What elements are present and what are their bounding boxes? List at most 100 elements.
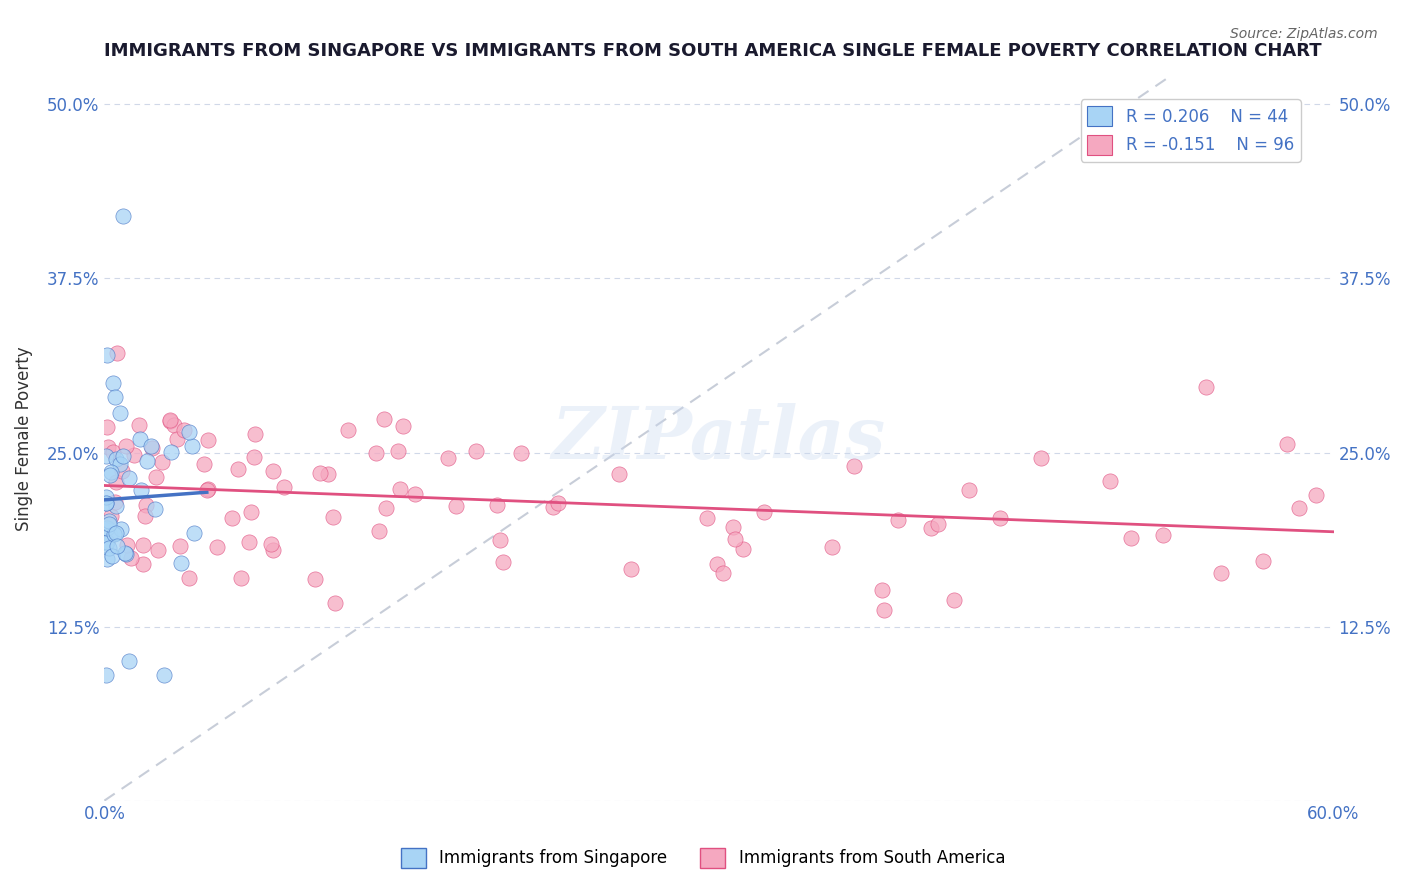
Point — [104, 390, 127, 404]
Point — [231, 571, 253, 585]
Point — [104, 452, 127, 467]
Point — [128, 418, 150, 433]
Point — [132, 557, 155, 571]
Point — [103, 526, 125, 541]
Point — [183, 526, 205, 541]
Point — [920, 520, 942, 534]
Point — [273, 480, 295, 494]
Point — [114, 439, 136, 453]
Point — [1288, 500, 1310, 515]
Point — [143, 502, 166, 516]
Point — [150, 455, 173, 469]
Point — [96, 449, 118, 463]
Point — [115, 538, 138, 552]
Point — [96, 496, 118, 510]
Point — [844, 458, 866, 473]
Point — [105, 525, 128, 540]
Point — [101, 549, 124, 563]
Point — [145, 469, 167, 483]
Point — [619, 562, 641, 576]
Point — [96, 521, 118, 535]
Point — [105, 475, 128, 490]
Point — [163, 417, 186, 432]
Point — [98, 467, 121, 482]
Point — [696, 510, 718, 524]
Point — [541, 500, 564, 515]
Point — [238, 535, 260, 549]
Point — [104, 499, 127, 513]
Text: ZIPatlas: ZIPatlas — [553, 403, 886, 475]
Point — [153, 668, 176, 682]
Point — [108, 457, 131, 471]
Point — [262, 464, 284, 478]
Point — [136, 454, 159, 468]
Point — [114, 545, 136, 559]
Point — [485, 498, 508, 512]
Point — [197, 482, 219, 496]
Point — [131, 538, 153, 552]
Point — [97, 517, 120, 532]
Point — [115, 547, 138, 561]
Point — [724, 532, 747, 546]
Point — [96, 491, 118, 505]
Point — [309, 466, 332, 480]
Point — [887, 512, 910, 526]
Point — [112, 209, 135, 223]
Point — [131, 483, 153, 497]
Point — [96, 536, 118, 550]
Point — [387, 444, 409, 458]
Point — [1209, 566, 1232, 581]
Point — [547, 496, 569, 510]
Point — [110, 522, 132, 536]
Point — [957, 483, 980, 497]
Point — [195, 483, 218, 498]
Point — [97, 440, 120, 454]
Point — [373, 412, 395, 426]
Point — [193, 457, 215, 471]
Point — [97, 541, 120, 556]
Point — [96, 668, 118, 682]
Point — [1152, 528, 1174, 542]
Point — [179, 425, 201, 439]
Point — [228, 462, 250, 476]
Point — [107, 539, 129, 553]
Point — [205, 540, 228, 554]
Point — [100, 465, 122, 479]
Point — [322, 510, 344, 524]
Point — [242, 450, 264, 464]
Point — [97, 514, 120, 528]
Point — [1253, 554, 1275, 568]
Point — [304, 572, 326, 586]
Point — [128, 432, 150, 446]
Point — [96, 419, 118, 434]
Point — [108, 406, 131, 420]
Point — [159, 414, 181, 428]
Point — [1195, 380, 1218, 394]
Point — [111, 464, 134, 478]
Point — [404, 487, 426, 501]
Point — [464, 443, 486, 458]
Point — [752, 505, 775, 519]
Point — [98, 528, 121, 542]
Legend: R = 0.206    N = 44, R = -0.151    N = 96: R = 0.206 N = 44, R = -0.151 N = 96 — [1081, 99, 1301, 161]
Point — [96, 348, 118, 362]
Point — [117, 654, 139, 668]
Text: Source: ZipAtlas.com: Source: ZipAtlas.com — [1230, 27, 1378, 41]
Point — [239, 505, 262, 519]
Point — [104, 495, 127, 509]
Point — [177, 571, 200, 585]
Point — [134, 508, 156, 523]
Point — [159, 413, 181, 427]
Point — [1305, 488, 1327, 502]
Point — [173, 423, 195, 437]
Point — [437, 450, 460, 465]
Point — [927, 516, 949, 531]
Point — [873, 602, 896, 616]
Point — [337, 424, 360, 438]
Point — [492, 555, 515, 569]
Point — [316, 467, 339, 481]
Point — [389, 483, 412, 497]
Point — [197, 434, 219, 448]
Point — [118, 470, 141, 484]
Point — [820, 540, 842, 554]
